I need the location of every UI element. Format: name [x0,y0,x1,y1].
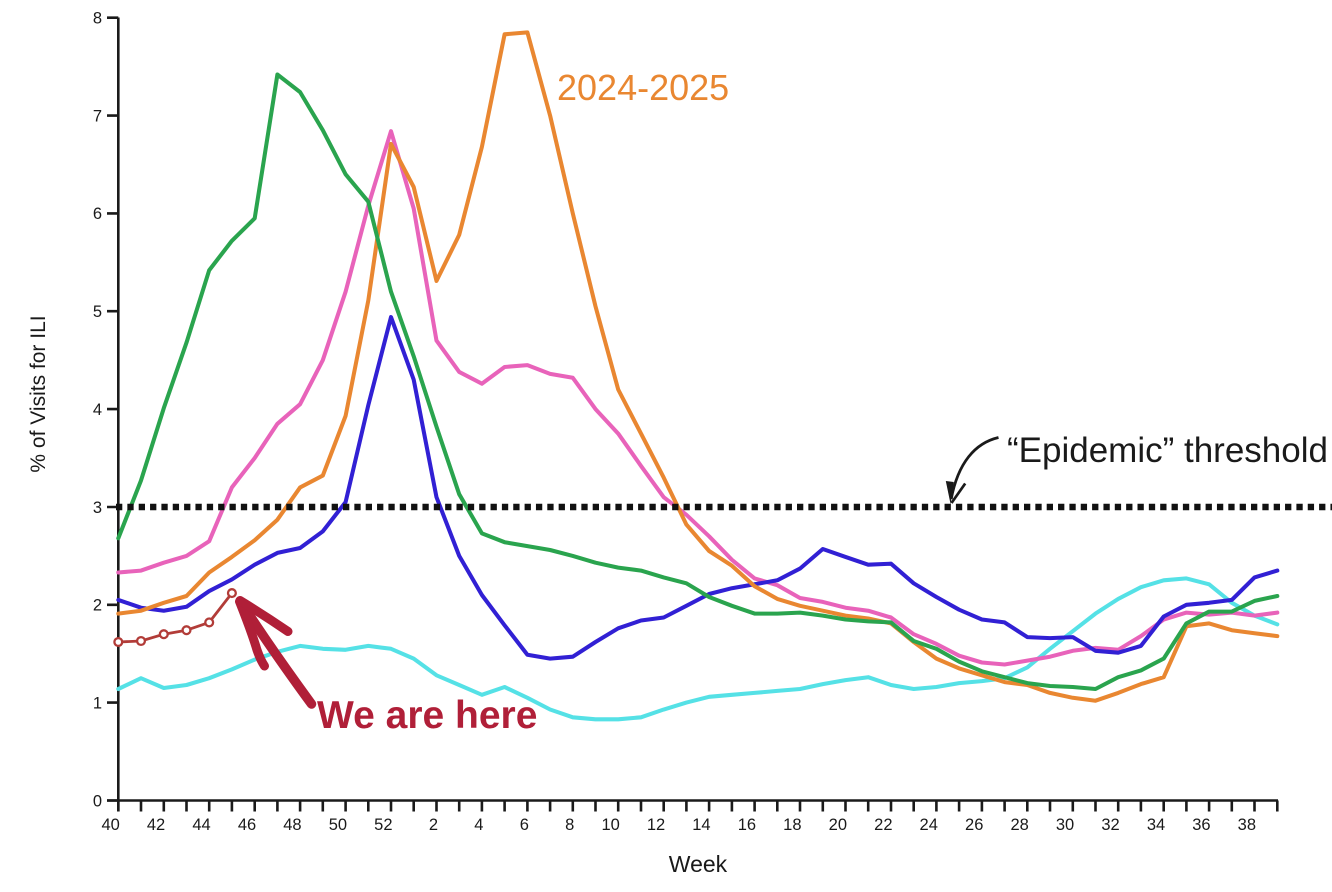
svg-text:24: 24 [920,816,938,834]
svg-text:“Epidemic” threshold: “Epidemic” threshold [1007,431,1328,470]
svg-text:20: 20 [829,816,847,834]
svg-text:Week: Week [669,851,728,877]
svg-text:8: 8 [93,10,102,28]
svg-text:52: 52 [374,816,392,834]
svg-text:6: 6 [520,816,529,834]
svg-text:2: 2 [429,816,438,834]
svg-text:1: 1 [93,694,102,712]
svg-text:8: 8 [565,816,574,834]
svg-text:40: 40 [101,816,119,834]
svg-text:We are here: We are here [317,694,537,737]
svg-text:44: 44 [192,816,210,834]
svg-text:0: 0 [93,792,102,810]
svg-text:38: 38 [1238,816,1256,834]
svg-text:34: 34 [1147,816,1165,834]
svg-text:7: 7 [93,107,102,125]
svg-text:4: 4 [474,816,483,834]
svg-text:3: 3 [93,499,102,517]
svg-text:36: 36 [1192,816,1210,834]
svg-text:14: 14 [692,816,710,834]
svg-text:18: 18 [783,816,801,834]
svg-text:6: 6 [93,205,102,223]
svg-text:46: 46 [238,816,256,834]
svg-text:28: 28 [1010,816,1028,834]
svg-text:5: 5 [93,303,102,321]
svg-text:30: 30 [1056,816,1074,834]
svg-text:12: 12 [647,816,665,834]
svg-text:26: 26 [965,816,983,834]
svg-text:% of Visits for ILI: % of Visits for ILI [27,315,50,472]
svg-text:48: 48 [283,816,301,834]
svg-text:10: 10 [601,816,619,834]
svg-text:22: 22 [874,816,892,834]
svg-text:50: 50 [329,816,347,834]
svg-text:16: 16 [738,816,756,834]
svg-text:32: 32 [1101,816,1119,834]
svg-text:4: 4 [93,401,102,419]
svg-text:2024-2025: 2024-2025 [557,67,729,108]
svg-text:42: 42 [147,816,165,834]
svg-text:2: 2 [93,597,102,615]
